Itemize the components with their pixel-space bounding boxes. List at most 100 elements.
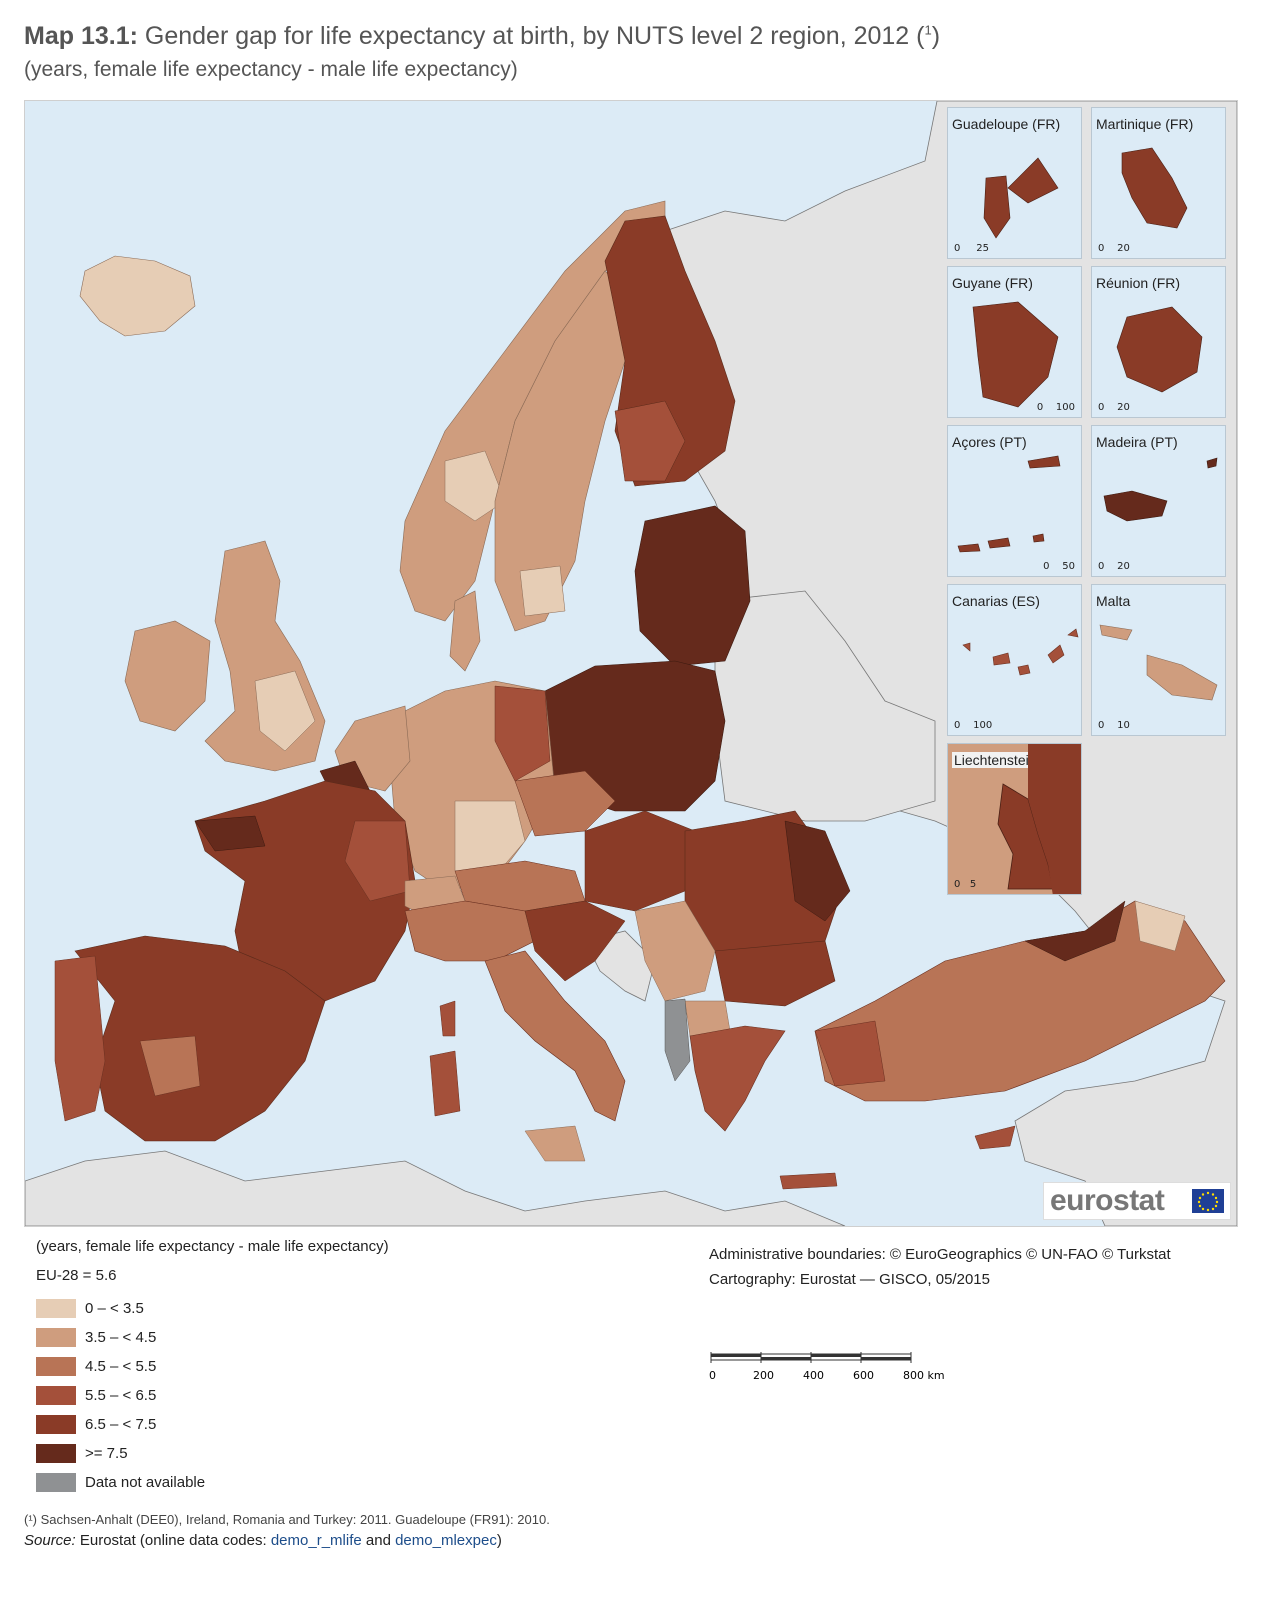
- legend-label: 5.5 – < 6.5: [85, 1387, 157, 1404]
- region-sweden: [494, 270, 636, 632]
- liechtenstein-shape: [997, 744, 1081, 894]
- inset-reunion-label: Réunion (FR): [1096, 275, 1181, 291]
- region-germany-south: [454, 800, 526, 877]
- legend-classes: 0 – < 3.5 3.5 – < 4.5 4.5 – < 5.5 5.5 – < 6…: [36, 1294, 389, 1497]
- inset-martinique-scale: 0 20: [1098, 243, 1130, 254]
- legend-class-5: >= 7.5: [36, 1439, 389, 1468]
- legend-class-0: 0 – < 3.5: [36, 1294, 389, 1323]
- region-cyprus: [974, 1125, 1016, 1150]
- inset-guadeloupe: Guadeloupe (FR) 0 25: [947, 107, 1082, 259]
- inset-malta: Malta 0 10: [1091, 584, 1226, 736]
- madeira-shape: [1103, 457, 1218, 522]
- region-czech: [514, 770, 616, 837]
- legend-swatch: [36, 1357, 76, 1376]
- region-baltics: [634, 505, 751, 667]
- scale-tick-800: 800 km: [903, 1369, 945, 1382]
- legend-eu-average: EU-28 = 5.6: [36, 1267, 117, 1284]
- legend-swatch: [36, 1473, 76, 1492]
- scale-bar-graphic: 0 200 400 600 800 km: [709, 1352, 945, 1382]
- legend-label: 0 – < 3.5: [85, 1300, 144, 1317]
- region-finland-south: [614, 400, 686, 482]
- data-code-link-1[interactable]: demo_r_mlife: [270, 1532, 362, 1549]
- legend-label: >= 7.5: [85, 1445, 128, 1462]
- legend-class-2: 4.5 – < 5.5: [36, 1352, 389, 1381]
- map-title-close: ): [931, 22, 941, 50]
- map-number: Map 13.1:: [24, 22, 138, 50]
- footnote: (¹) Sachsen-Anhalt (DEE0), Ireland, Roma…: [24, 1512, 550, 1527]
- region-denmark: [449, 590, 481, 672]
- scale-tick-400: 400: [803, 1369, 824, 1382]
- inset-acores-label: Açores (PT): [952, 434, 1027, 450]
- guadeloupe-shape: [983, 157, 1059, 239]
- region-corsica: [439, 1000, 456, 1037]
- legend-swatch: [36, 1415, 76, 1434]
- eu-flag-icon: [1192, 1189, 1224, 1213]
- inset-guadeloupe-label: Guadeloupe (FR): [952, 116, 1061, 132]
- region-iceland: [79, 255, 196, 337]
- region-turkey-east-light: [1134, 900, 1186, 952]
- credits-cartography: Cartography: Eurostat — GISCO, 05/2015: [709, 1271, 990, 1288]
- region-sicily: [524, 1125, 586, 1162]
- inset-reunion-scale: 0 20: [1098, 402, 1130, 413]
- inset-acores: Açores (PT) 0 50: [947, 425, 1082, 577]
- eu-stars-icon: [1197, 1191, 1219, 1212]
- inset-madeira-scale: 0 20: [1098, 561, 1130, 572]
- inset-martinique: Martinique (FR) 0 20: [1091, 107, 1226, 259]
- source-text: Eurostat (online data codes:: [79, 1532, 267, 1549]
- region-sardinia: [429, 1050, 461, 1117]
- legend: (years, female life expectancy - male li…: [36, 1238, 389, 1497]
- inset-malta-scale: 0 10: [1098, 720, 1130, 731]
- region-serbia-area: [634, 900, 716, 1002]
- source-and: and: [365, 1532, 391, 1549]
- region-ireland: [124, 620, 211, 732]
- region-norway-light: [444, 450, 506, 522]
- inset-acores-scale: 0 50: [1043, 561, 1075, 572]
- inset-liechtenstein-scale: 0 5: [954, 879, 977, 890]
- scale-tick-0: 0: [709, 1369, 716, 1382]
- inset-guyane: Guyane (FR) 0 100: [947, 266, 1082, 418]
- region-bulgaria: [714, 940, 836, 1007]
- legend-label: 4.5 – < 5.5: [85, 1358, 157, 1375]
- region-sweden-light: [519, 565, 566, 617]
- reunion-shape: [1116, 306, 1203, 393]
- data-code-link-2[interactable]: demo_mlexpec: [395, 1532, 497, 1549]
- legend-label: Data not available: [85, 1474, 206, 1491]
- inset-canarias-scale: 0 100: [954, 720, 993, 731]
- map-title-text: Gender gap for life expectancy at birth,…: [144, 22, 925, 50]
- legend-swatch: [36, 1444, 76, 1463]
- footnote-marker: 1: [924, 22, 932, 38]
- inset-martinique-label: Martinique (FR): [1096, 116, 1194, 132]
- legend-label: 3.5 – < 4.5: [85, 1329, 157, 1346]
- inset-guyane-label: Guyane (FR): [952, 275, 1033, 291]
- legend-swatch: [36, 1328, 76, 1347]
- legend-class-1: 3.5 – < 4.5: [36, 1323, 389, 1352]
- credits: Administrative boundaries: © EuroGeograp…: [709, 1242, 1171, 1292]
- inset-liechtenstein-label: Liechtenstein: [952, 752, 1039, 768]
- region-italy: [484, 950, 626, 1122]
- europe-map: [25, 101, 1237, 1226]
- region-france-northwest: [194, 815, 266, 852]
- martinique-shape: [1121, 147, 1188, 229]
- eurostat-logo: eurostat: [1043, 1182, 1231, 1220]
- inset-canarias: Canarias (ES) 0 100: [947, 584, 1082, 736]
- region-croatia-slovenia: [524, 900, 626, 982]
- inset-liechtenstein: Liechtenstein 0 5: [947, 743, 1082, 895]
- map-frame: Guadeloupe (FR) 0 25 Martinique (FR) 0 2…: [24, 100, 1238, 1227]
- region-france-east: [344, 820, 411, 902]
- region-portugal: [54, 955, 106, 1122]
- source-line: Source: Eurostat (online data codes: dem…: [24, 1532, 502, 1549]
- region-crete: [779, 1172, 838, 1190]
- legend-label: 6.5 – < 7.5: [85, 1416, 157, 1433]
- canarias-shape: [962, 628, 1079, 676]
- region-turkey-west: [814, 1020, 886, 1087]
- region-germany-east: [494, 685, 551, 782]
- region-italy-north: [404, 900, 536, 962]
- region-spain-centre: [139, 1035, 201, 1097]
- region-greece: [689, 1025, 786, 1132]
- map-title: Map 13.1: Gender gap for life expectancy…: [24, 22, 940, 51]
- acores-shape: [957, 455, 1061, 553]
- credits-boundaries: Administrative boundaries: © EuroGeograp…: [709, 1246, 1171, 1263]
- inset-madeira-label: Madeira (PT): [1096, 434, 1178, 450]
- region-turkey: [814, 900, 1226, 1102]
- source-close: ): [496, 1532, 502, 1549]
